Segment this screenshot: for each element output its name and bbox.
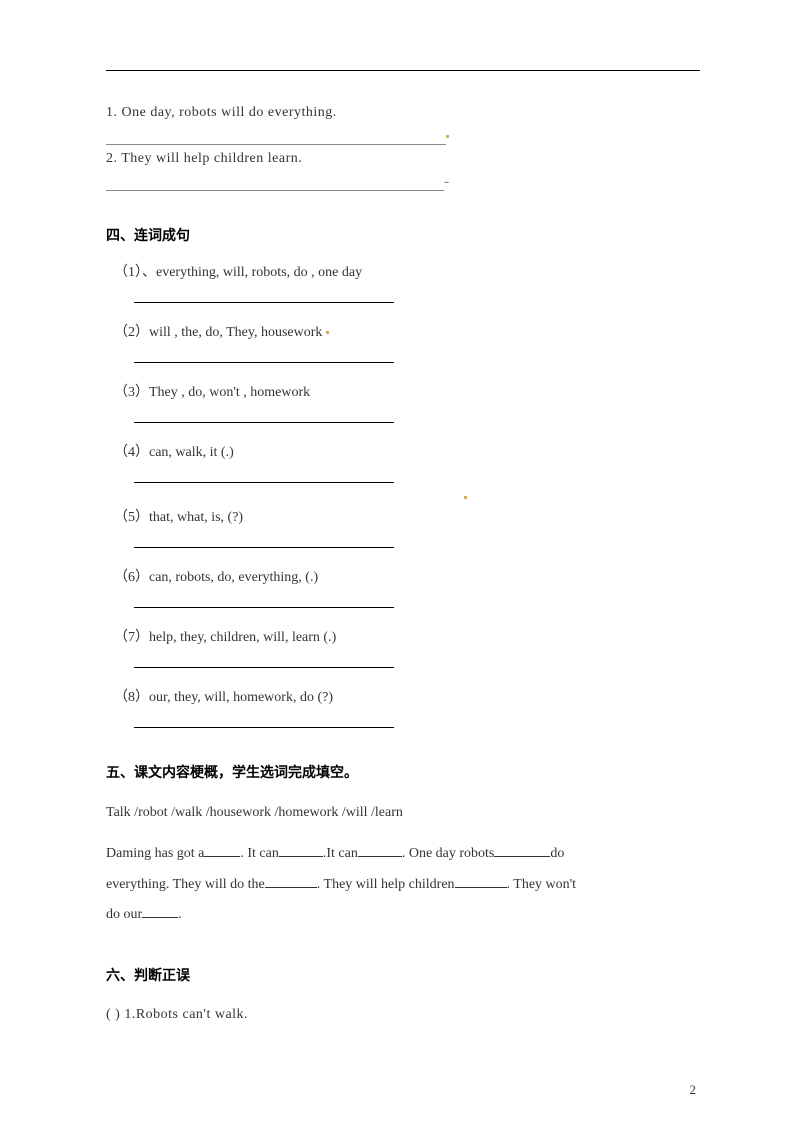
s5-p2b: . They will help children — [317, 877, 455, 892]
blank — [494, 856, 550, 857]
s5-p2c: . They won't — [507, 877, 577, 892]
s4-q2: （2）will , the, do, They, housework — [114, 321, 700, 341]
s4-q1: （1）、everything, will, robots, do , one d… — [114, 261, 700, 281]
intro-q2: 2. They will help children learn. — [106, 145, 700, 173]
blank — [358, 856, 402, 857]
blank — [142, 917, 178, 918]
intro-q1: 1. One day, robots will do everything. — [106, 99, 700, 127]
blank — [204, 856, 240, 857]
s4-q2-blank — [134, 347, 394, 363]
dot-icon — [326, 331, 329, 334]
blank — [265, 887, 317, 888]
s4-q1-blank — [134, 287, 394, 303]
s4-q6: （6）can, robots, do, everything, (.) — [114, 566, 700, 586]
blank — [279, 856, 323, 857]
s4-q7: （7）help, they, children, will, learn (.) — [114, 626, 700, 646]
s4-q6-blank — [134, 592, 394, 608]
page-number: 2 — [690, 1082, 697, 1098]
blank — [455, 887, 507, 888]
s5-p1c: .It can — [323, 846, 358, 861]
s5-p1e: do — [550, 846, 564, 861]
section5-text: Daming has got a . It can .It can . One day… — [106, 839, 700, 931]
s4-q8-blank — [134, 712, 394, 728]
s5-p2a: everything. They will do the — [106, 877, 265, 892]
s4-q4-blank — [134, 467, 394, 483]
s5-p1b: . It can — [240, 846, 278, 861]
s4-q4: （4）can, walk, it (.) — [114, 441, 700, 461]
top-hr — [106, 70, 700, 71]
s5-p1d: . One day robots — [402, 846, 495, 861]
section5-wordbank: Talk /robot /walk /housework /homework /… — [106, 798, 700, 829]
dot-icon — [446, 135, 449, 138]
intro-q2-blank: - — [106, 173, 700, 191]
section5-heading: 五、课文内容梗概，学生选词完成填空。 — [106, 762, 700, 782]
s6-q1: ( ) 1.Robots can't walk. — [106, 1001, 700, 1029]
intro-q1-blank — [106, 127, 700, 145]
s4-q8: （8）our, they, will, homework, do (?) — [114, 686, 700, 706]
section6-heading: 六、判断正误 — [106, 965, 700, 985]
s4-q5-blank — [134, 532, 394, 548]
s4-q3: （3）They , do, won't , homework — [114, 381, 700, 401]
s5-p1a: Daming has got a — [106, 846, 204, 861]
s4-q3-blank — [134, 407, 394, 423]
s5-p3a: do our — [106, 907, 142, 922]
s4-q5: （5）that, what, is, (?) — [114, 506, 700, 526]
s5-p3b: . — [178, 907, 182, 922]
section4-heading: 四、连词成句 — [106, 225, 700, 245]
dot-icon — [464, 496, 467, 499]
s4-q7-blank — [134, 652, 394, 668]
